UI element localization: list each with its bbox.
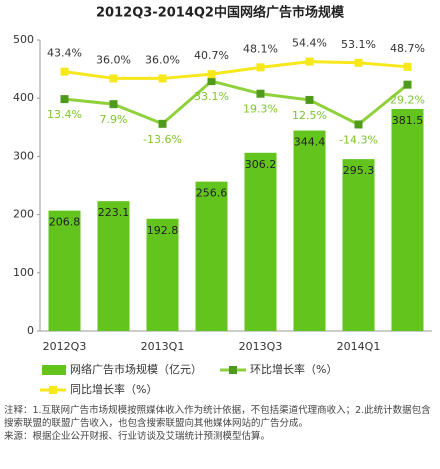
marker [403, 80, 412, 89]
chart-title: 2012Q3-2014Q2中国网络广告市场规模 [96, 5, 345, 21]
bar-label: 192.8 [147, 224, 179, 237]
x-tick-label: 2012Q3 [43, 340, 87, 353]
line-label: 43.4% [47, 47, 82, 60]
line-label: 36.0% [96, 53, 131, 66]
legend-label: 网络广告市场规模（亿元） [70, 362, 202, 376]
legend-label: 同比增长率（%） [70, 382, 157, 396]
marker [109, 74, 118, 83]
line-label: -13.6% [143, 133, 182, 146]
marker [207, 70, 216, 79]
line-label: 33.1% [194, 90, 229, 103]
marker [60, 95, 69, 104]
bar [391, 108, 424, 331]
line-label: 40.7% [194, 49, 229, 62]
y-tick-label: 100 [13, 266, 34, 279]
bar [146, 218, 179, 331]
bar [293, 130, 326, 331]
line [64, 79, 409, 127]
line-label: 48.1% [243, 42, 278, 55]
bar [342, 159, 375, 331]
line-label: 19.3% [243, 103, 278, 116]
y-tick-label: 400 [13, 91, 34, 104]
line-label: 29.2% [390, 94, 425, 107]
marker [305, 57, 314, 66]
legend-swatch [42, 365, 66, 375]
legend-label: 环比增长率（%） [250, 362, 337, 376]
legend-marker [229, 366, 237, 374]
bar-label: 223.1 [98, 206, 130, 219]
marker [207, 77, 216, 86]
bar [244, 152, 277, 331]
x-tick-label: 2013Q3 [239, 340, 283, 353]
marker [354, 120, 363, 129]
line-label: 54.4% [292, 37, 327, 50]
notes: 注释：1.互联网广告市场规模按照媒体收入作为统计依据，不包括渠道代理商收入；2.… [4, 404, 436, 443]
marker [60, 67, 69, 76]
y-tick-label: 0 [27, 324, 34, 337]
line-label: 12.5% [292, 109, 327, 122]
line-label: -14.3% [339, 133, 378, 146]
line-label: 36.0% [145, 53, 180, 66]
bar-label: 344.4 [294, 136, 326, 149]
note: 注释：1.互联网广告市场规模按照媒体收入作为统计依据，不包括渠道代理商收入；2.… [4, 405, 431, 429]
bar-label: 256.6 [196, 187, 228, 200]
source: 来源：根据企业公开财报、行业访谈及艾瑞统计预测模型估算。 [4, 431, 271, 442]
line-label: 13.4% [47, 108, 82, 121]
chart: 2012Q3-2014Q2中国网络广告市场规模 0 100 200 300 400 500… [13, 5, 432, 396]
x-tick-label: 2013Q1 [141, 340, 185, 353]
legend-marker [49, 386, 57, 394]
y-tick-label: 300 [13, 149, 34, 162]
y-tick-label: 200 [13, 208, 34, 221]
line [64, 60, 408, 80]
marker [158, 119, 167, 128]
bar-label: 381.5 [392, 114, 424, 127]
bar [195, 181, 228, 331]
marker [158, 74, 167, 83]
y-tick-label: 500 [13, 33, 34, 46]
x-tick-label: 2014Q1 [337, 340, 381, 353]
marker [354, 58, 363, 67]
marker [256, 63, 265, 72]
marker [256, 89, 265, 98]
bar-label: 295.3 [343, 164, 375, 177]
bar [48, 210, 81, 331]
line-label: 53.1% [341, 38, 376, 51]
marker [403, 62, 412, 71]
marker [305, 95, 314, 104]
bar-label: 206.8 [49, 216, 81, 229]
bar [97, 201, 130, 331]
bar-label: 306.2 [245, 158, 277, 171]
marker [109, 100, 118, 109]
line-label: 7.9% [100, 113, 128, 126]
line-label: 48.7% [390, 42, 425, 55]
